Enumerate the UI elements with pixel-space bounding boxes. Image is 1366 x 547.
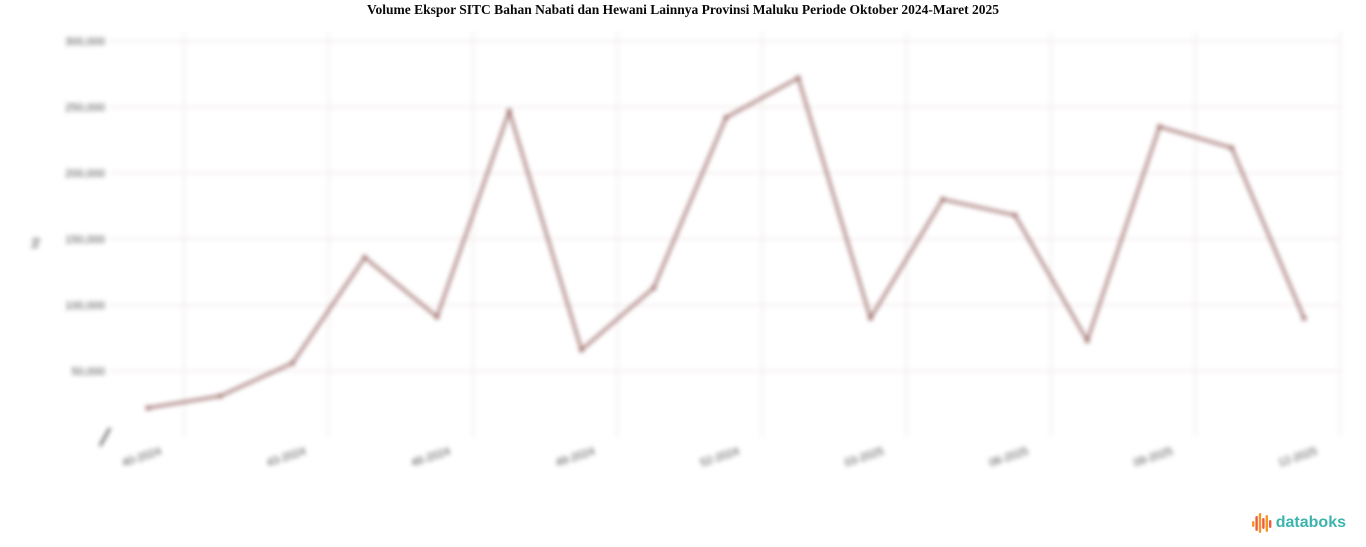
data-line: [146, 76, 1306, 410]
y-tick-label: 300,000: [65, 36, 105, 48]
data-point-marker: [1012, 213, 1018, 218]
logo-bar: [1268, 520, 1272, 528]
logo-bar: [1251, 521, 1255, 527]
data-point-marker: [1301, 316, 1307, 321]
y-axis-title: kg: [30, 238, 41, 249]
logo-bar: [1265, 515, 1268, 532]
data-point-marker: [145, 405, 151, 411]
plot-area: 50,000 100,000 150,000 200,000 250,000 300,00…: [30, 32, 1341, 469]
x-tick-label: 43-2024: [265, 445, 307, 469]
axis-tick: [99, 427, 111, 447]
data-point-marker: [218, 393, 223, 399]
x-tick-label: 06-2025: [988, 445, 1030, 469]
x-tick-label: 49-2024: [554, 445, 596, 469]
x-tick-label: 46-2024: [410, 445, 452, 469]
data-point-marker: [362, 255, 367, 260]
data-point-marker: [1157, 124, 1162, 129]
data-point-marker: [507, 108, 512, 114]
y-tick-label: 50,000: [71, 366, 105, 378]
data-point-marker: [868, 316, 873, 321]
logo-bar: [1258, 513, 1261, 533]
x-tick-label: 40-2024: [121, 445, 163, 469]
data-point-marker: [940, 197, 945, 202]
y-tick-label: 150,000: [65, 234, 105, 246]
databoks-logo-text: databoks: [1275, 514, 1346, 531]
x-tick-label: 09-2025: [1132, 445, 1174, 469]
y-tick-label: 100,000: [65, 300, 105, 312]
data-point-marker: [1085, 338, 1090, 343]
data-point-marker: [579, 347, 584, 353]
y-tick-label: 200,000: [65, 168, 105, 180]
databoks-logo[interactable]: databoks: [1251, 511, 1346, 535]
databoks-pulse-icon: [1251, 513, 1272, 533]
data-point-marker: [1229, 145, 1234, 151]
data-point-marker: [723, 115, 729, 120]
chart-title: Volume Ekspor SITC Bahan Nabati dan Hewa…: [367, 2, 999, 17]
data-point-marker: [434, 314, 440, 320]
data-point-marker: [651, 285, 656, 291]
y-tick-label: 250,000: [65, 102, 105, 114]
x-tick-label: 03-2025: [843, 445, 885, 469]
data-point-marker: [290, 360, 295, 366]
logo-bar: [1255, 516, 1258, 531]
x-tick-label: 52-2024: [699, 445, 741, 469]
logo-bar: [1261, 518, 1265, 529]
x-tick-label: 12-2025: [1277, 445, 1319, 469]
data-point-marker: [796, 75, 801, 81]
line-chart: 50,000 100,000 150,000 200,000 250,000 300,00…: [30, 32, 1341, 469]
